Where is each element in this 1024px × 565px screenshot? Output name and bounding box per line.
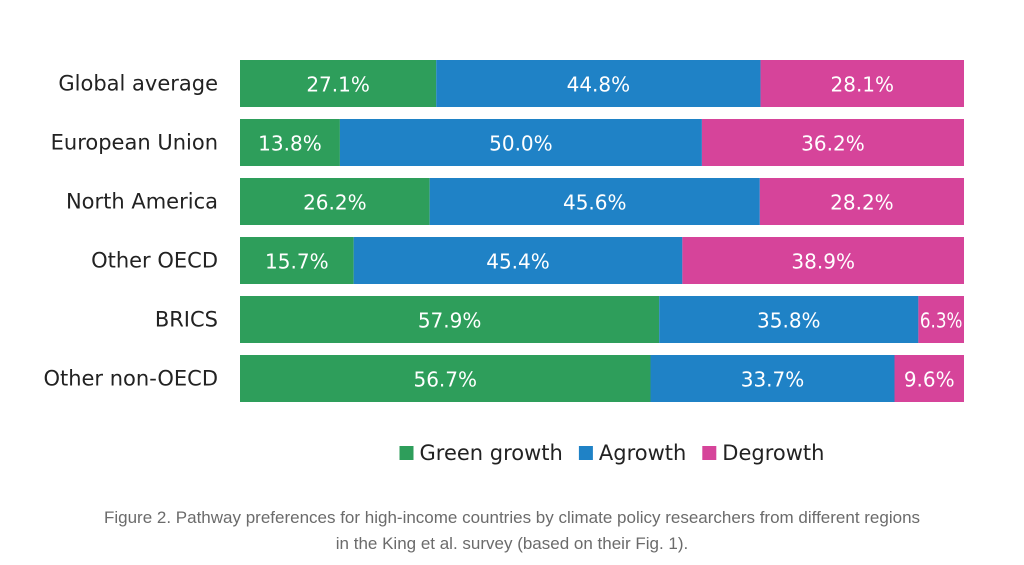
category-label: European Union: [51, 131, 218, 155]
bar-segment-green-growth: [240, 60, 437, 107]
data-label: 35.8%: [757, 309, 821, 333]
bar-segment-degrowth: [894, 355, 964, 402]
bars: 27.1% 44.8% 28.1% 13.8% 50.0% 36.2% 26.2% 45.6%…: [240, 60, 964, 402]
category-label: Other OECD: [91, 249, 218, 273]
bar-segment-degrowth: [682, 237, 964, 284]
data-label: 36.2%: [801, 132, 865, 156]
bar-segment-green-growth: [240, 355, 651, 402]
data-label: 6.3%: [920, 309, 963, 333]
bar-segment-agrowth: [436, 60, 761, 107]
data-label: 15.7%: [265, 250, 329, 274]
data-label: 56.7%: [413, 368, 477, 392]
legend-label: Agrowth: [599, 441, 686, 465]
data-label: 27.1%: [306, 73, 370, 97]
bar-segment-agrowth: [353, 237, 683, 284]
data-label: 57.9%: [418, 309, 482, 333]
bar-segment-agrowth: [659, 296, 919, 343]
category-labels: Global average European Union North Americ…: [43, 72, 218, 391]
bar-segment-agrowth: [429, 178, 760, 225]
legend-label: Green growth: [420, 441, 563, 465]
data-label: 28.1%: [831, 73, 895, 97]
data-label: 45.4%: [486, 250, 550, 274]
data-label: 44.8%: [567, 73, 631, 97]
data-label: 50.0%: [489, 132, 553, 156]
caption-line-2: in the King et al. survey (based on thei…: [335, 534, 689, 553]
bar-segment-degrowth: [701, 119, 964, 166]
caption-line-1: Figure 2. Pathway preferences for high-i…: [103, 508, 921, 527]
data-label: 38.9%: [791, 250, 855, 274]
category-label: Global average: [58, 72, 218, 96]
category-label: Other non-OECD: [43, 367, 218, 391]
legend-item: Green growth: [399, 441, 563, 465]
category-label: BRICS: [155, 308, 218, 332]
data-label: 45.6%: [563, 191, 627, 215]
data-label: 9.6%: [904, 368, 955, 392]
data-label: 28.2%: [830, 191, 894, 215]
bar-segment-degrowth: [918, 296, 964, 343]
bar-segment-agrowth: [650, 355, 895, 402]
legend-label: Degrowth: [722, 441, 824, 465]
bar-segment-green-growth: [240, 119, 340, 166]
bar-segment-degrowth: [760, 60, 964, 107]
legend: Green growth Agrowth Degrowth: [399, 441, 824, 465]
data-label: 33.7%: [741, 368, 805, 392]
bar-segment-green-growth: [240, 237, 354, 284]
figure-caption: Figure 2. Pathway preferences for high-i…: [20, 505, 1004, 557]
legend-swatch: [702, 446, 717, 460]
bar-segment-green-growth: [240, 296, 660, 343]
bar-segment-degrowth: [759, 178, 964, 225]
legend-item: Agrowth: [578, 441, 686, 465]
data-label: 26.2%: [303, 191, 367, 215]
bar-segment-agrowth: [339, 119, 702, 166]
legend-item: Degrowth: [702, 441, 824, 465]
bar-segment-green-growth: [240, 178, 430, 225]
legend-swatch: [399, 446, 414, 460]
stacked-bar-chart: Global average European Union North Americ…: [43, 60, 964, 465]
data-label: 13.8%: [258, 132, 322, 156]
legend-swatch: [578, 446, 593, 460]
category-label: North America: [66, 190, 218, 214]
